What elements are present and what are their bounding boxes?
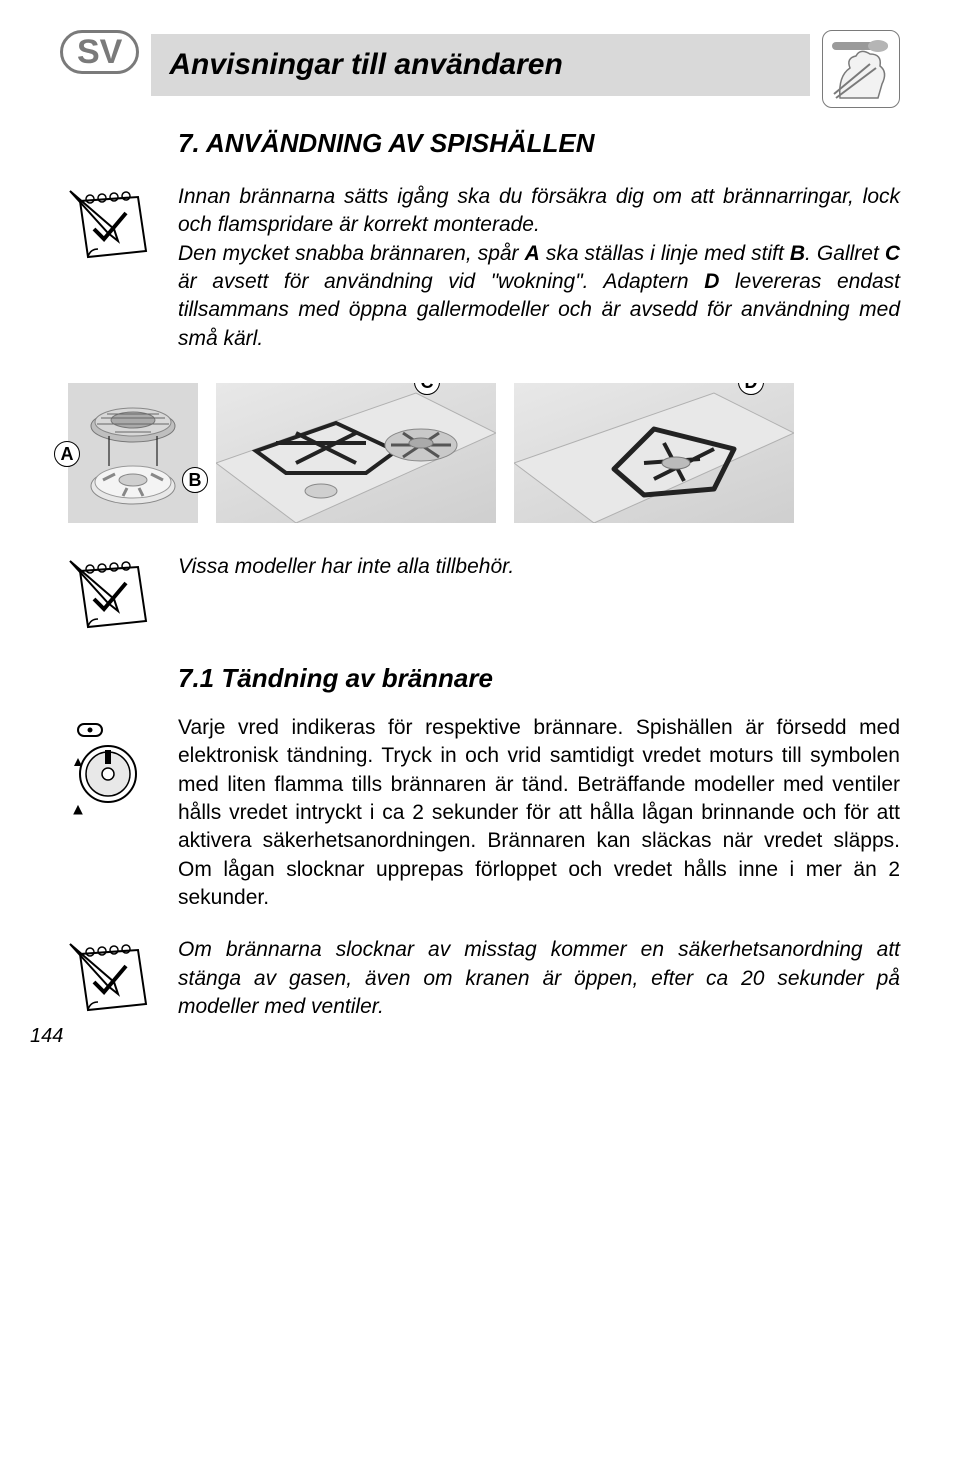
note-block-3: Om brännarna slocknar av misstag kommer …: [178, 936, 900, 1021]
note-block-2: Vissa modeller har inte alla tillbehör.: [178, 553, 900, 623]
label-ref-a: A: [525, 242, 540, 265]
adapter-diagram: D: [514, 383, 794, 523]
header: SV Anvisningar till användaren: [60, 30, 900, 108]
note-text-2: Vissa modeller har inte alla tillbehör.: [178, 553, 900, 581]
note-text-1a: Innan brännarna sätts igång ska du försä…: [178, 183, 900, 240]
note-block-1: Innan brännarna sätts igång ska du försä…: [178, 183, 900, 353]
manual-page: SV Anvisningar till användaren 7. ANVÄND…: [0, 0, 960, 1072]
note-text-1b: Den mycket snabba brännaren, spår A ska …: [178, 240, 900, 353]
language-badge: SV: [60, 30, 139, 74]
burner-assembly-diagram: A B: [68, 383, 198, 523]
note-text-3: Om brännarna slocknar av misstag kommer …: [178, 936, 900, 1021]
diagram-label-a: A: [54, 441, 80, 467]
page-number: 144: [30, 1025, 63, 1048]
subsection-heading: 7.1 Tändning av brännare: [178, 663, 900, 694]
notepad-check-icon: [68, 183, 156, 268]
label-ref-b: B: [790, 242, 805, 265]
wok-grate-diagram: C: [216, 383, 496, 523]
chef-hat-icon: [822, 30, 900, 108]
page-title: Anvisningar till användaren: [151, 34, 810, 96]
label-ref-d: D: [704, 270, 719, 293]
diagram-label-b: B: [182, 467, 208, 493]
label-ref-c: C: [885, 242, 900, 265]
body-block-1: Varje vred indikeras för respektive brän…: [178, 714, 900, 912]
notepad-check-icon: [68, 553, 156, 638]
burner-diagram-row: A B C: [68, 383, 900, 523]
content-column: 7. ANVÄNDNING AV SPISHÄLLEN Innan bränna…: [60, 128, 900, 1022]
control-knob-icon: [68, 718, 148, 823]
notepad-check-icon: [68, 936, 156, 1021]
body-text-1: Varje vred indikeras för respektive brän…: [178, 714, 900, 912]
section-heading: 7. ANVÄNDNING AV SPISHÄLLEN: [178, 128, 900, 159]
